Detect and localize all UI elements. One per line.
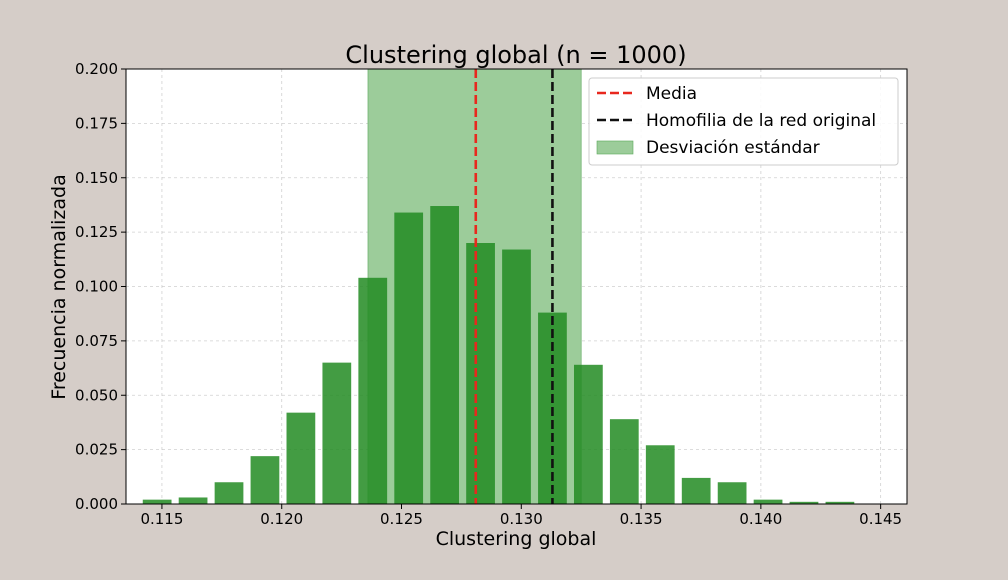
x-tick-label: 0.115 (140, 510, 183, 528)
histogram-bar (430, 206, 460, 504)
histogram-bar (214, 482, 244, 504)
legend-label: Media (646, 84, 697, 104)
y-tick-label: 0.200 (75, 60, 118, 78)
y-axis-label: Frecuencia normalizada (48, 174, 70, 399)
histogram-bar (753, 499, 783, 504)
histogram-bar (573, 364, 603, 504)
histogram-bar (681, 477, 711, 504)
legend-patch-swatch (596, 140, 634, 155)
y-tick-label: 0.150 (75, 169, 118, 187)
x-axis-ticks: 0.115 0.120 0.125 0.130 0.135 0.140 0.145 (140, 504, 902, 528)
x-tick-label: 0.145 (859, 510, 902, 528)
y-tick-label: 0.025 (75, 441, 118, 459)
y-tick-label: 0.125 (75, 223, 118, 241)
histogram-bar (825, 501, 855, 504)
y-tick-label: 0.175 (75, 114, 118, 132)
histogram-bar (142, 499, 172, 504)
x-tick-label: 0.120 (260, 510, 303, 528)
histogram-bar (502, 249, 531, 504)
histogram-bar (286, 412, 316, 504)
histogram-bar (322, 362, 352, 504)
histogram-bar (609, 419, 639, 504)
histogram-bar (645, 445, 675, 504)
y-tick-label: 0.100 (75, 278, 118, 296)
y-axis-ticks: 0.000 0.025 0.050 0.075 0.100 0.125 0.150 0.175… (75, 60, 126, 513)
legend: Media Homofilia de la red original Desviac… (588, 77, 899, 166)
histogram-bar (466, 243, 495, 504)
reference-lines (474, 69, 554, 504)
legend-label: Desviación estándar (646, 138, 820, 158)
legend-frame (588, 77, 899, 166)
histogram-bar (717, 482, 747, 504)
histogram-bar (178, 497, 208, 504)
chart-title: Clustering global (n = 1000) (345, 41, 686, 69)
histogram-bar (358, 277, 388, 504)
histogram-bar (394, 212, 424, 505)
x-tick-label: 0.135 (620, 510, 663, 528)
x-tick-label: 0.125 (380, 510, 423, 528)
y-tick-label: 0.000 (75, 495, 118, 513)
y-tick-label: 0.050 (75, 386, 118, 404)
histogram-bar (250, 456, 280, 504)
x-tick-label: 0.130 (500, 510, 543, 528)
x-tick-label: 0.140 (739, 510, 782, 528)
y-tick-label: 0.075 (75, 332, 118, 350)
histogram-bar (789, 501, 819, 504)
x-axis-label: Clustering global (436, 528, 597, 550)
legend-label: Homofilia de la red original (646, 111, 876, 131)
legend-items: Media Homofilia de la red original Desviac… (596, 84, 876, 158)
histogram-bars (142, 206, 855, 505)
